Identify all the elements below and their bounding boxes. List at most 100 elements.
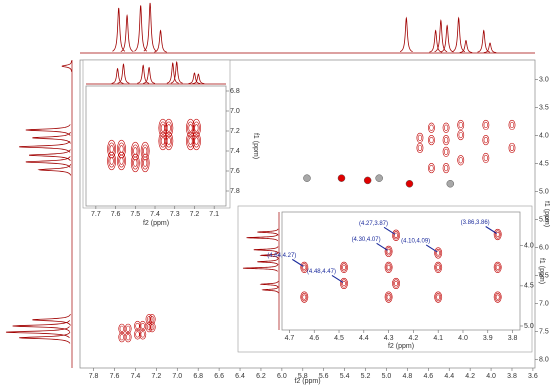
cross-peak bbox=[384, 261, 393, 273]
y-tick-label: 4.5 bbox=[524, 283, 534, 290]
contour-ring bbox=[385, 247, 392, 256]
contour-ring bbox=[509, 121, 515, 129]
projection-peak bbox=[261, 286, 279, 294]
annotation-arrow bbox=[383, 226, 396, 235]
projection-peak bbox=[166, 62, 179, 84]
x-tick-label: 5.8 bbox=[298, 373, 308, 380]
projection-peak bbox=[32, 314, 71, 326]
y-tick-label: 4.0 bbox=[524, 243, 534, 250]
cross-peak bbox=[124, 323, 132, 334]
contour-ring bbox=[443, 148, 449, 155]
projection-peak bbox=[32, 132, 71, 144]
cross-peak bbox=[124, 332, 132, 343]
y-tick-label: 7.6 bbox=[230, 168, 240, 175]
cross-peak bbox=[434, 261, 443, 273]
cross-peak bbox=[442, 162, 450, 174]
contour-ring bbox=[417, 134, 423, 141]
cross-peak bbox=[493, 291, 502, 303]
x-tick-label: 7.5 bbox=[130, 211, 140, 218]
plot-frame bbox=[85, 85, 227, 207]
projection-peak bbox=[192, 73, 205, 85]
cross-peak bbox=[428, 122, 435, 133]
marker-dot bbox=[337, 174, 346, 182]
projection-peak bbox=[37, 164, 72, 176]
y-tick-label: 5.5 bbox=[539, 216, 549, 223]
x-tick-label: 4.2 bbox=[465, 373, 475, 380]
contour-ring bbox=[435, 248, 442, 258]
cross-peak bbox=[148, 322, 156, 333]
contour-ring bbox=[143, 159, 148, 167]
contour-ring bbox=[108, 154, 115, 168]
annotation-label: (4.30,4.07) bbox=[352, 237, 381, 243]
contour-ring bbox=[341, 279, 347, 288]
contour-ring bbox=[342, 280, 346, 287]
x-axis-label: f2 (ppm) bbox=[294, 378, 320, 385]
contour-ring bbox=[166, 124, 171, 132]
projection-peak bbox=[246, 234, 279, 242]
contour-ring bbox=[483, 136, 488, 144]
x-tick-label: 6.6 bbox=[214, 373, 224, 380]
y-tick-label: 7.8 bbox=[230, 188, 240, 195]
cross-peak bbox=[442, 146, 450, 157]
projection-peak bbox=[434, 19, 448, 53]
contour-ring bbox=[341, 263, 347, 272]
cross-peak bbox=[384, 245, 393, 257]
y-axis-label: f1 (ppm) bbox=[543, 201, 550, 227]
contour-ring bbox=[386, 294, 391, 300]
contour-ring bbox=[140, 331, 145, 338]
x-tick-label: 5.6 bbox=[319, 373, 329, 380]
cross-peak bbox=[428, 134, 435, 146]
projection-peak bbox=[112, 7, 126, 52]
contour-ring bbox=[125, 325, 131, 332]
projection-peak bbox=[459, 39, 473, 53]
projection-peak bbox=[12, 320, 71, 332]
cross-peak bbox=[139, 329, 147, 340]
x-tick-label: 4.2 bbox=[409, 335, 419, 342]
contour-ring bbox=[193, 121, 200, 135]
contour-ring bbox=[194, 137, 199, 145]
annotation-label: (4.10,4.09) bbox=[401, 239, 430, 245]
y-tick-label: 6.8 bbox=[230, 88, 240, 95]
x-tick-label: 5.2 bbox=[361, 373, 371, 380]
x-tick-label: 3.8 bbox=[508, 335, 518, 342]
cross-peak bbox=[340, 261, 348, 273]
contour-ring bbox=[393, 279, 399, 288]
contour-ring bbox=[125, 334, 131, 341]
contour-ring bbox=[386, 248, 391, 254]
cross-peak bbox=[416, 132, 424, 143]
contour-ring bbox=[495, 264, 500, 270]
projection-peak bbox=[253, 246, 279, 254]
cross-peak bbox=[130, 153, 140, 173]
contour-ring bbox=[483, 154, 488, 162]
cross-peak bbox=[428, 162, 435, 174]
x-tick-label: 7.4 bbox=[131, 373, 141, 380]
annotation-arrow bbox=[292, 258, 304, 267]
x-tick-label: 7.2 bbox=[151, 373, 161, 380]
cross-peak bbox=[392, 229, 400, 241]
y-tick-label: 6.5 bbox=[539, 272, 549, 279]
contour-ring bbox=[435, 263, 442, 272]
y-tick-label: 7.4 bbox=[230, 148, 240, 155]
annotation-label: (4.48,4.47) bbox=[307, 269, 336, 275]
y-tick-label: 7.0 bbox=[230, 108, 240, 115]
contour-ring bbox=[193, 134, 200, 148]
x-tick-label: 7.3 bbox=[170, 211, 180, 218]
cross-peak bbox=[457, 119, 465, 131]
projection-peak bbox=[111, 67, 124, 84]
contour-ring bbox=[119, 325, 124, 332]
contour-ring bbox=[385, 292, 392, 302]
cross-peak bbox=[300, 261, 309, 273]
contour-ring bbox=[118, 154, 125, 168]
y-tick-label: 6.0 bbox=[539, 244, 549, 251]
x-tick-label: 7.8 bbox=[89, 373, 99, 380]
projection-peak bbox=[25, 124, 71, 136]
contour-ring bbox=[495, 231, 500, 238]
contour-ring bbox=[140, 322, 145, 330]
y-tick-label: 5.0 bbox=[539, 188, 549, 195]
projection-peak bbox=[29, 149, 71, 161]
contour-ring bbox=[301, 263, 308, 272]
projection-peak bbox=[117, 63, 130, 84]
contour-ring bbox=[495, 294, 500, 300]
contour-ring bbox=[342, 264, 346, 270]
